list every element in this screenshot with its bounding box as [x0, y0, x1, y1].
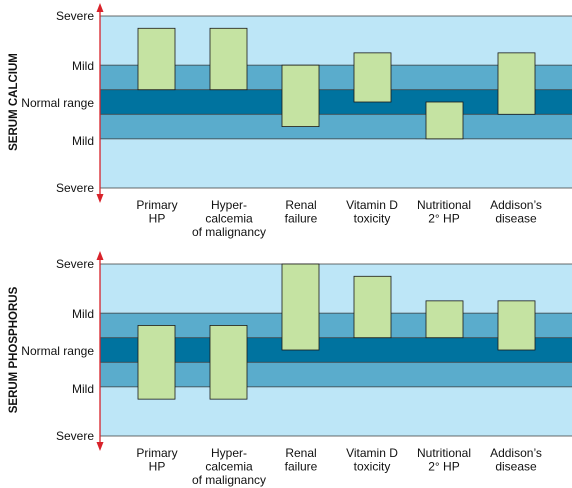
category-label: toxicity — [354, 212, 391, 226]
scale-label-normal-range: Normal range — [21, 344, 94, 358]
axis-title: SERUM CALCIUM — [8, 53, 20, 151]
range-bar-nutritional-2-hp — [425, 101, 464, 140]
category-label: 2° HP — [428, 460, 459, 474]
range-bar-renal-failure — [281, 263, 320, 351]
arrow-down-icon — [96, 442, 104, 451]
mild-low-band — [100, 362, 572, 387]
normal-range-band — [100, 89, 572, 115]
category-label: Vitamin D — [346, 446, 398, 460]
mild-high-band — [100, 65, 572, 90]
category-label: calcemia — [205, 212, 253, 226]
scale-label-mild: Mild — [72, 59, 94, 73]
scale-label-severe: Severe — [56, 429, 94, 443]
category-label: Hyper- — [211, 198, 247, 212]
range-bar-vitamin-d-toxicity — [353, 275, 392, 339]
serum-phosphorus-panel: Severe Mild Normal range Mild Severe SERUM PH… — [8, 251, 572, 487]
category-label: Vitamin D — [346, 198, 398, 212]
category-label: Renal — [285, 446, 316, 460]
category-label: Primary — [136, 198, 177, 212]
range-bar-nutritional-2-hp — [425, 300, 464, 339]
severe-low-band — [100, 138, 572, 188]
scale-label-severe: Severe — [56, 181, 94, 195]
severe-low-band — [100, 386, 572, 436]
arrow-up-icon — [96, 251, 104, 260]
range-bar-addison-s-disease — [497, 52, 536, 115]
scale-label-mild: Mild — [72, 307, 94, 321]
normal-range-band — [100, 337, 572, 363]
category-label: Nutritional — [417, 198, 471, 212]
scale-label-mild: Mild — [72, 382, 94, 396]
category-label: HP — [149, 460, 166, 474]
range-bar-primary-hp — [137, 27, 176, 91]
category-label: disease — [495, 460, 537, 474]
mild-low-band — [100, 114, 572, 139]
category-label: toxicity — [354, 460, 391, 474]
range-bar-hypercalcemia-of-malignancy — [209, 325, 248, 400]
category-label: Hyper- — [211, 446, 247, 460]
category-label: of malignancy — [192, 473, 266, 487]
scale-label-severe: Severe — [56, 9, 94, 23]
arrow-down-icon — [96, 194, 104, 203]
category-label: Primary — [136, 446, 177, 460]
scale-label-mild: Mild — [72, 134, 94, 148]
category-label: Addison’s — [490, 446, 542, 460]
category-label: 2° HP — [428, 212, 459, 226]
mild-high-band — [100, 313, 572, 338]
scale-label-severe: Severe — [56, 257, 94, 271]
category-label: calcemia — [205, 460, 253, 474]
category-label: disease — [495, 212, 537, 226]
category-label: of malignancy — [192, 225, 266, 239]
serum-calcium-panel: Severe Mild Normal range Mild Severe SERUM CA… — [8, 3, 572, 239]
range-bar-hypercalcemia-of-malignancy — [209, 27, 248, 91]
category-label: HP — [149, 212, 166, 226]
category-label: failure — [285, 212, 318, 226]
severe-high-band — [100, 16, 572, 66]
arrow-up-icon — [96, 3, 104, 12]
range-bar-vitamin-d-toxicity — [353, 52, 392, 103]
category-label: Nutritional — [417, 446, 471, 460]
category-label: Addison’s — [490, 198, 542, 212]
range-bar-addison-s-disease — [497, 300, 536, 351]
category-label: failure — [285, 460, 318, 474]
axis-title: SERUM PHOSPHORUS — [8, 286, 20, 413]
range-bar-renal-failure — [281, 64, 320, 127]
range-bar-primary-hp — [137, 325, 176, 400]
scale-label-normal-range: Normal range — [21, 96, 94, 110]
category-label: Renal — [285, 198, 316, 212]
severe-high-band — [100, 264, 572, 314]
